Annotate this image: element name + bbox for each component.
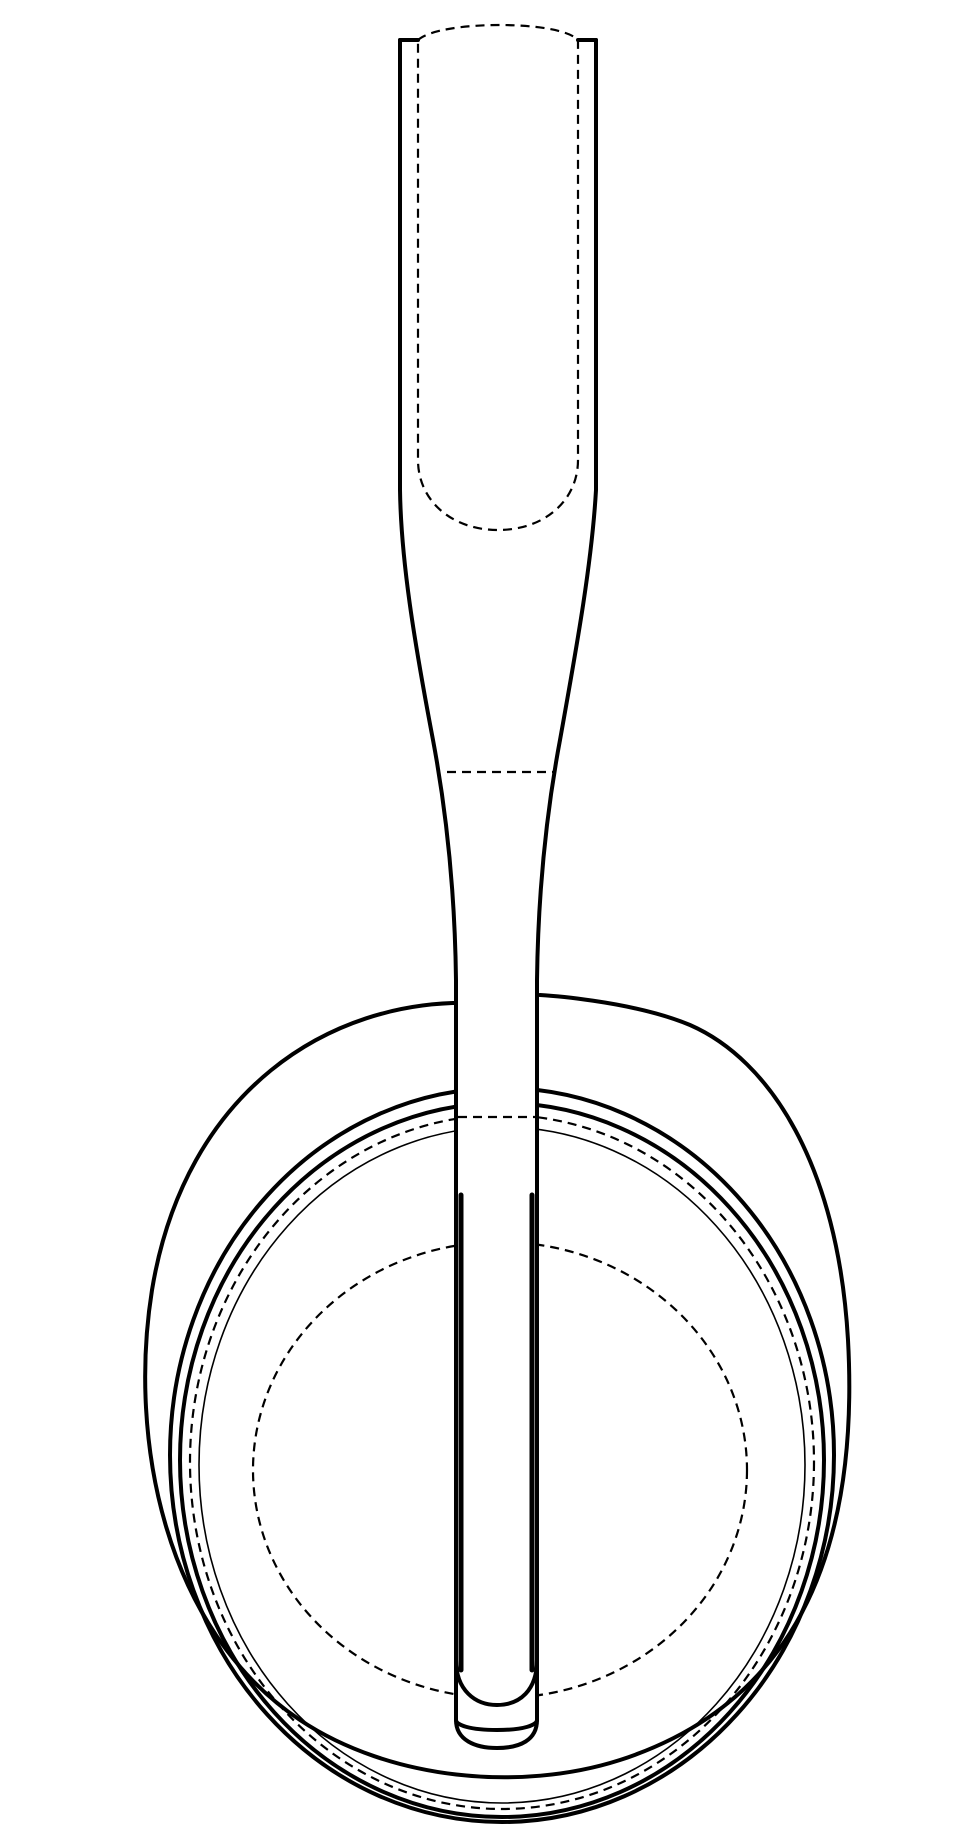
arm-pivot-end xyxy=(454,1658,539,1750)
earcup-outer-shell xyxy=(143,993,852,1780)
driver-hidden-outline xyxy=(251,1240,749,1700)
headband-arm xyxy=(398,38,598,1732)
slider-hidden-outline xyxy=(416,23,580,532)
arm-section-lines xyxy=(447,770,553,1119)
